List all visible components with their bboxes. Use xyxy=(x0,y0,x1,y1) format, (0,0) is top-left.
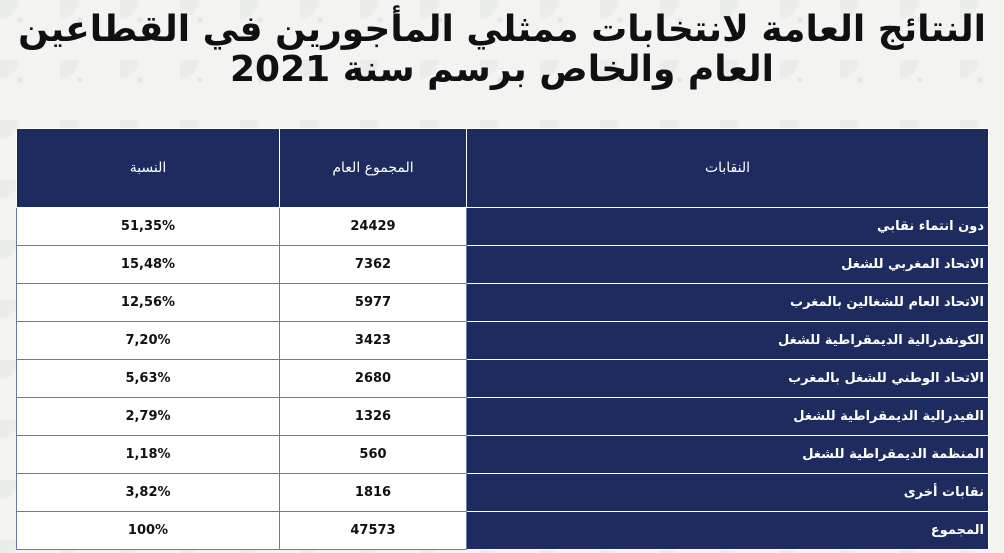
cell-total: 3423 xyxy=(279,321,467,360)
cell-total: 1326 xyxy=(279,397,467,436)
results-table: النسبة المجموع العام النقابات 51,35% 244… xyxy=(16,128,989,550)
table-row: 2,79% 1326 الفيدرالية الديمقراطية للشغل xyxy=(16,397,989,436)
table-row: 7,20% 3423 الكونفدرالية الديمقراطية للشغ… xyxy=(16,321,989,360)
table-header-row: النسبة المجموع العام النقابات xyxy=(16,128,989,208)
table-row: 1,18% 560 المنظمة الديمقراطية للشغل xyxy=(16,435,989,474)
results-table-container: النسبة المجموع العام النقابات 51,35% 244… xyxy=(16,128,989,550)
cell-union-total-label: المجموع xyxy=(466,511,989,550)
cell-percentage: 7,20% xyxy=(16,321,280,360)
cell-percentage: 15,48% xyxy=(16,245,280,284)
cell-percentage: 1,18% xyxy=(16,435,280,474)
cell-total: 5977 xyxy=(279,283,467,322)
table-row: 3,82% 1816 نقابات أخرى xyxy=(16,473,989,512)
cell-percentage: 3,82% xyxy=(16,473,280,512)
cell-union: الكونفدرالية الديمقراطية للشغل xyxy=(466,321,989,360)
cell-percentage: 51,35% xyxy=(16,207,280,246)
cell-percentage: 2,79% xyxy=(16,397,280,436)
title-line-1: النتائج العامة لانتخابات ممثلي المأجورين… xyxy=(18,9,986,50)
table-row: 51,35% 24429 دون انتماء نقابي xyxy=(16,207,989,246)
table-row: 5,63% 2680 الاتحاد الوطني للشغل بالمغرب xyxy=(16,359,989,398)
table-row: 15,48% 7362 الاتحاد المغربي للشغل xyxy=(16,245,989,284)
cell-total: 2680 xyxy=(279,359,467,398)
cell-total: 24429 xyxy=(279,207,467,246)
cell-percentage: 12,56% xyxy=(16,283,280,322)
cell-total: 560 xyxy=(279,435,467,474)
cell-union: المنظمة الديمقراطية للشغل xyxy=(466,435,989,474)
cell-total-sum: 47573 xyxy=(279,511,467,550)
cell-union: الاتحاد الوطني للشغل بالمغرب xyxy=(466,359,989,398)
cell-union: الاتحاد المغربي للشغل xyxy=(466,245,989,284)
cell-union: الفيدرالية الديمقراطية للشغل xyxy=(466,397,989,436)
cell-percentage: 5,63% xyxy=(16,359,280,398)
cell-percentage-total: 100% xyxy=(16,511,280,550)
cell-union: الاتحاد العام للشغالين بالمغرب xyxy=(466,283,989,322)
table-total-row: 100% 47573 المجموع xyxy=(16,511,989,550)
header-total: المجموع العام xyxy=(279,128,467,208)
table-row: 12,56% 5977 الاتحاد العام للشغالين بالمغ… xyxy=(16,283,989,322)
title-line-2: العام والخاص برسم سنة 2021 xyxy=(229,49,774,90)
cell-union: دون انتماء نقابي xyxy=(466,207,989,246)
cell-total: 7362 xyxy=(279,245,467,284)
cell-union: نقابات أخرى xyxy=(466,473,989,512)
header-percentage: النسبة xyxy=(16,128,280,208)
cell-total: 1816 xyxy=(279,473,467,512)
header-unions: النقابات xyxy=(466,128,989,208)
page-title: النتائج العامة لانتخابات ممثلي المأجورين… xyxy=(0,10,1004,90)
